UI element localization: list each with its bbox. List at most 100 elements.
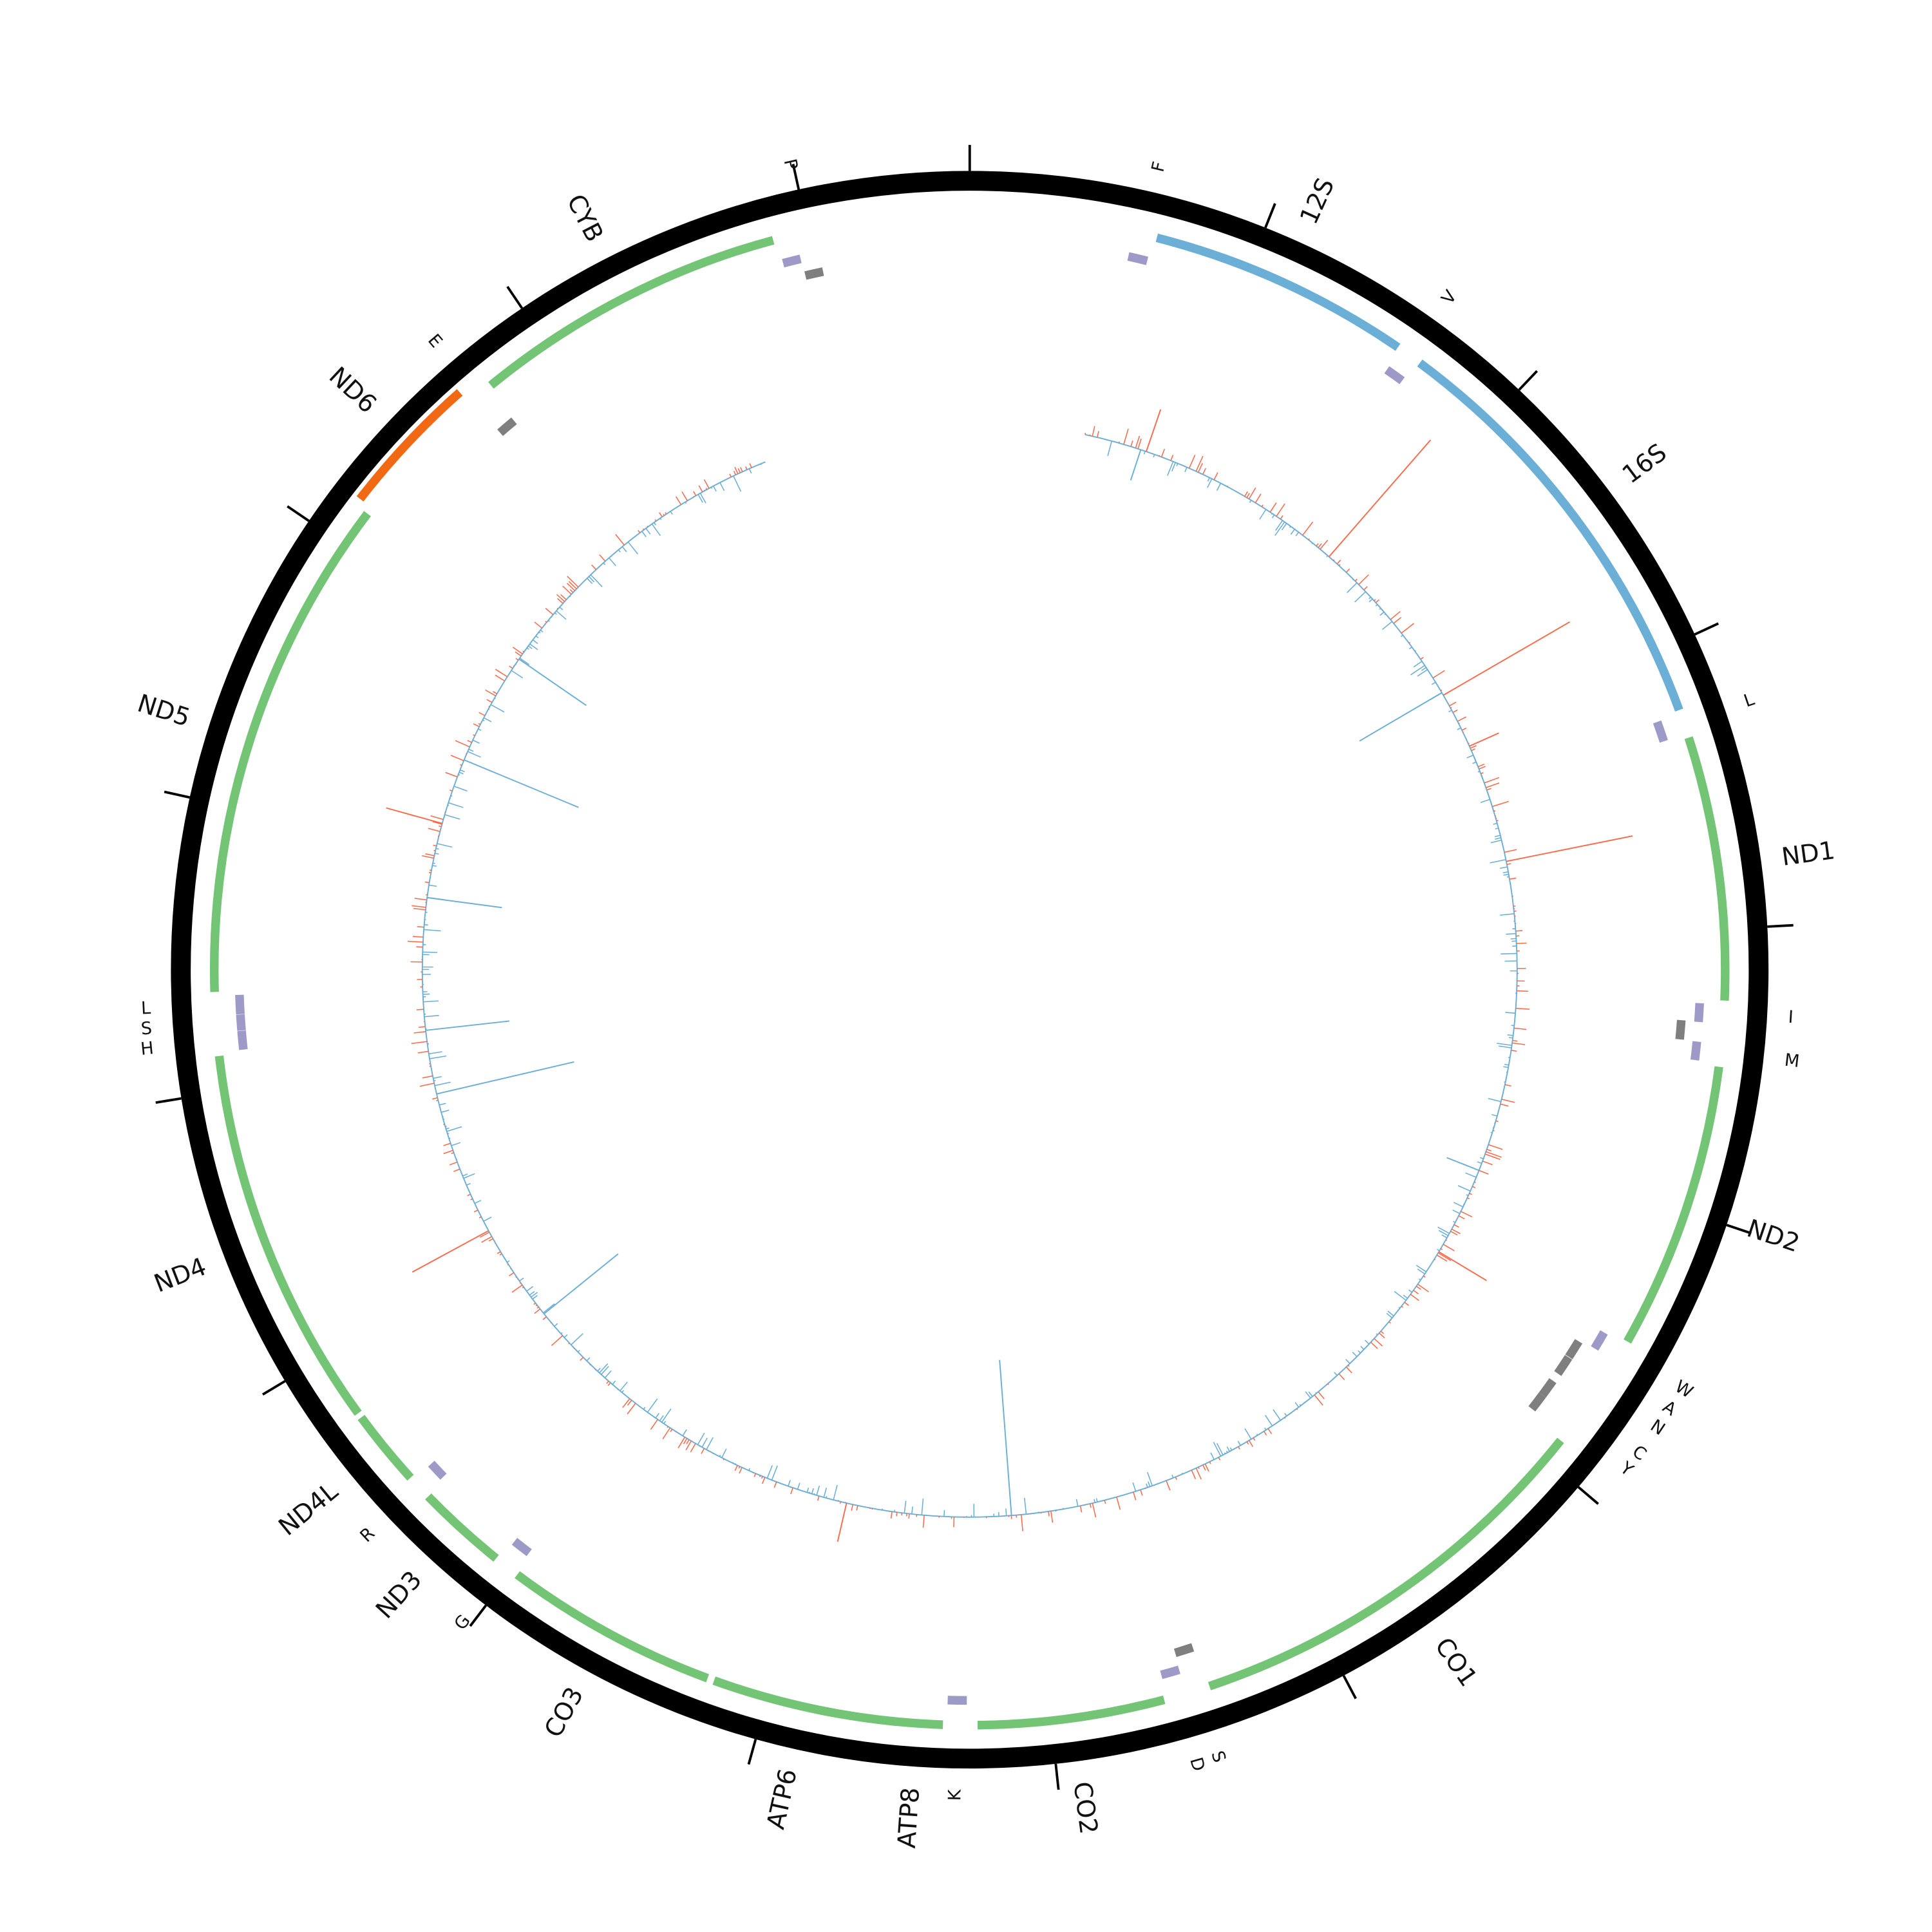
coverage-bar	[753, 1473, 757, 1477]
coverage-bar	[1143, 451, 1146, 455]
coverage-bar	[1358, 1350, 1361, 1354]
gene-label-P: P	[780, 157, 802, 172]
coverage-bar	[1191, 1470, 1197, 1479]
gene-ND4L-arc[interactable]	[357, 1414, 414, 1481]
coverage-spike	[1146, 409, 1162, 452]
gene-16S-arc[interactable]	[1417, 359, 1683, 712]
coverage-bar	[531, 1292, 538, 1298]
gene-label-D: D	[1186, 1755, 1208, 1773]
gene-CO3-arc[interactable]	[515, 1571, 710, 1683]
coverage-bar	[416, 1009, 424, 1010]
gene-W-arc[interactable]	[1591, 1330, 1608, 1351]
coverage-bar	[826, 1495, 828, 1499]
coverage-bar	[591, 564, 597, 571]
coverage-bar	[651, 524, 661, 536]
coverage-bar	[1488, 1097, 1501, 1103]
gene-E-arc[interactable]	[497, 417, 517, 437]
gene-ATP8-arc[interactable]	[890, 1716, 943, 1729]
gene-P-arc[interactable]	[804, 267, 824, 280]
coverage-bar	[1171, 462, 1176, 472]
coverage-bar	[683, 1438, 688, 1444]
coverage-bar	[681, 491, 688, 501]
coverage-bar	[1175, 1477, 1177, 1480]
gene-CO2-arc[interactable]	[977, 1695, 1166, 1730]
coverage-bar	[511, 1284, 523, 1293]
genome-ring	[171, 171, 1769, 1769]
tick-mark	[261, 1379, 286, 1396]
coverage-bar	[1198, 1466, 1200, 1470]
gene-G-arc[interactable]	[511, 1538, 532, 1557]
coverage-bar	[733, 475, 742, 492]
coverage-bar	[1454, 1202, 1464, 1208]
gene-ND4-arc[interactable]	[214, 1055, 362, 1416]
gene-ND1-arc[interactable]	[1684, 736, 1730, 1001]
gene-S-arc[interactable]	[1173, 1643, 1195, 1657]
gene-ATP6-arc[interactable]	[712, 1676, 898, 1727]
coverage-bar	[447, 1133, 450, 1135]
coverage-bar	[1207, 478, 1213, 488]
gene-A-arc[interactable]	[1565, 1339, 1583, 1359]
coverage-bar	[643, 1406, 646, 1410]
coverage-bar	[1438, 1229, 1449, 1236]
coverage-bar	[1299, 1404, 1302, 1406]
gene-D-arc[interactable]	[1160, 1665, 1180, 1680]
gene-CYB-arc[interactable]	[488, 236, 775, 389]
coverage-bar	[443, 1142, 451, 1146]
gene-I-arc[interactable]	[1694, 1003, 1704, 1023]
gene-12S-arc[interactable]	[1155, 233, 1401, 351]
coverage-bar	[1443, 1244, 1455, 1251]
coverage-bar	[1488, 1144, 1503, 1150]
gene-S-arc[interactable]	[236, 1014, 246, 1031]
coverage-bar	[446, 1127, 450, 1130]
gene-N-arc[interactable]	[1554, 1354, 1573, 1376]
coverage-bar	[655, 1413, 659, 1419]
gene-CO1-arc[interactable]	[1208, 1437, 1564, 1690]
coverage-bar	[606, 1381, 609, 1384]
coverage-bar	[1408, 641, 1410, 644]
gene-F-arc[interactable]	[1127, 252, 1148, 265]
gene-ND6-arc[interactable]	[356, 389, 463, 502]
coverage-bar	[1246, 1441, 1249, 1444]
coverage-bar	[1417, 1283, 1429, 1293]
gene-L-arc[interactable]	[1653, 720, 1668, 743]
coverage-bar	[569, 589, 574, 593]
tick-mark	[1342, 1674, 1357, 1700]
coverage-bar	[1050, 1511, 1054, 1523]
gene-R-arc[interactable]	[428, 1461, 447, 1480]
gene-V-arc[interactable]	[1384, 366, 1405, 384]
coverage-bar	[1508, 1037, 1513, 1039]
gene-ND2-arc[interactable]	[1624, 1066, 1723, 1344]
gene-K-arc[interactable]	[947, 1696, 967, 1705]
gene-ND3-arc[interactable]	[425, 1493, 499, 1562]
coverage-bar	[439, 1103, 446, 1106]
coverage-bar	[697, 1432, 705, 1445]
coverage-bar	[1471, 748, 1475, 752]
gene-Y-arc[interactable]	[1528, 1392, 1546, 1412]
gene-trna-arc[interactable]	[782, 254, 802, 268]
coverage-bar	[1024, 1497, 1027, 1515]
coverage-bar	[428, 828, 440, 832]
gene-H-arc[interactable]	[237, 1030, 248, 1050]
gene-ND5-arc[interactable]	[209, 511, 371, 992]
coverage-bar	[515, 651, 522, 657]
coverage-bar	[1358, 574, 1369, 585]
coverage-bar	[685, 502, 687, 504]
gene-C-arc[interactable]	[1539, 1378, 1557, 1397]
coverage-bar	[448, 802, 464, 808]
coverage-bar	[1436, 1255, 1448, 1262]
gene-label-ND4: ND4	[150, 1252, 211, 1298]
gene-trna-arc[interactable]	[1675, 1019, 1686, 1040]
coverage-bar	[1265, 1415, 1273, 1426]
coverage-bar	[1397, 1309, 1399, 1311]
coverage-bar	[641, 531, 647, 538]
coverage-bar	[1509, 877, 1517, 880]
tick-mark	[1767, 923, 1794, 928]
coverage-bar	[1334, 1372, 1338, 1376]
tick-mark	[506, 286, 524, 309]
coverage-bar	[856, 1505, 858, 1511]
coverage-bar	[483, 717, 492, 723]
coverage-bar	[568, 581, 577, 589]
coverage-bar	[1314, 1394, 1323, 1406]
coverage-bar	[422, 1075, 433, 1079]
gene-M-arc[interactable]	[1690, 1041, 1701, 1061]
